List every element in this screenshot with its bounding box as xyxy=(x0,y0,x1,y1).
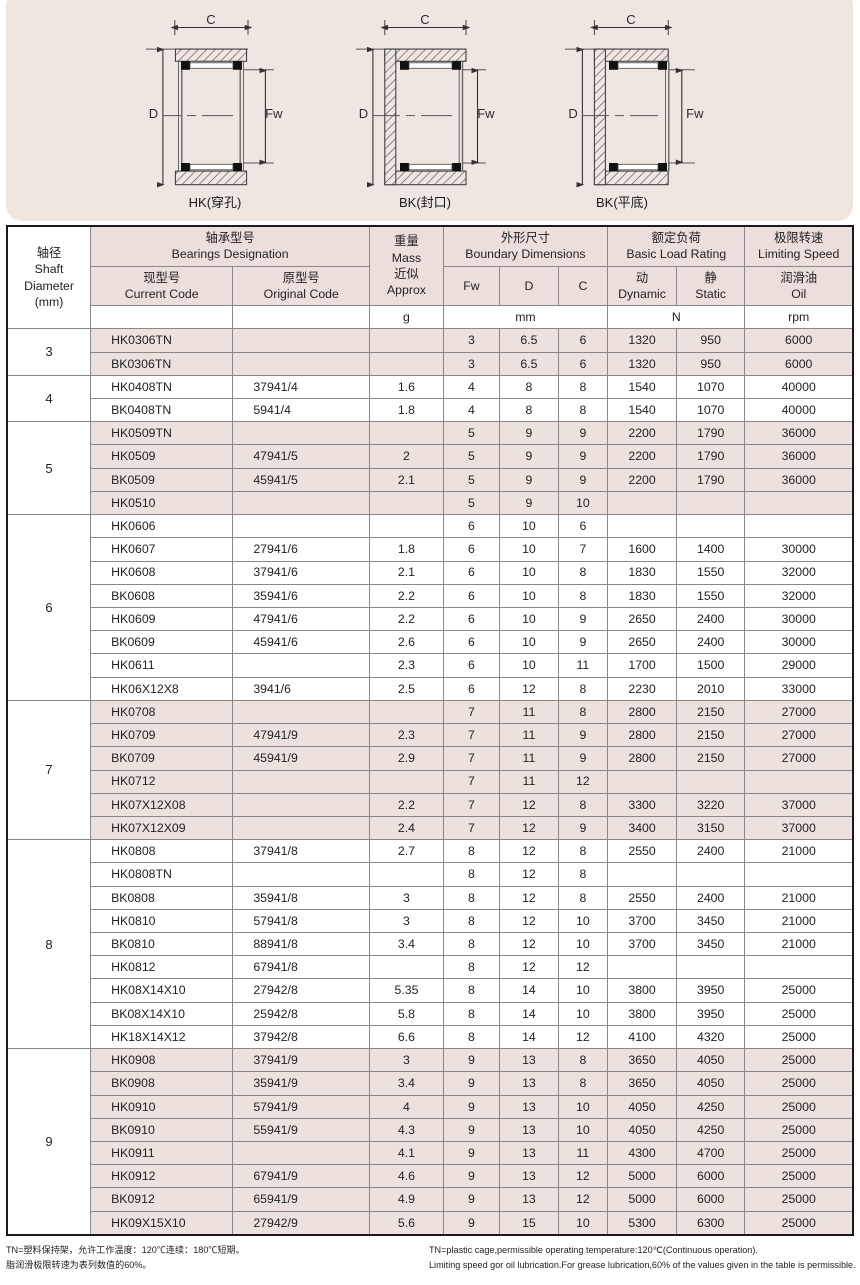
svg-text:Fw: Fw xyxy=(686,106,704,121)
svg-text:C: C xyxy=(626,12,635,27)
svg-text:D: D xyxy=(359,106,368,121)
svg-text:Fw: Fw xyxy=(477,106,495,121)
svg-text:C: C xyxy=(420,12,429,27)
svg-text:Fw: Fw xyxy=(265,106,283,121)
svg-text:D: D xyxy=(568,106,577,121)
svg-text:C: C xyxy=(206,12,215,27)
svg-text:D: D xyxy=(149,106,158,121)
